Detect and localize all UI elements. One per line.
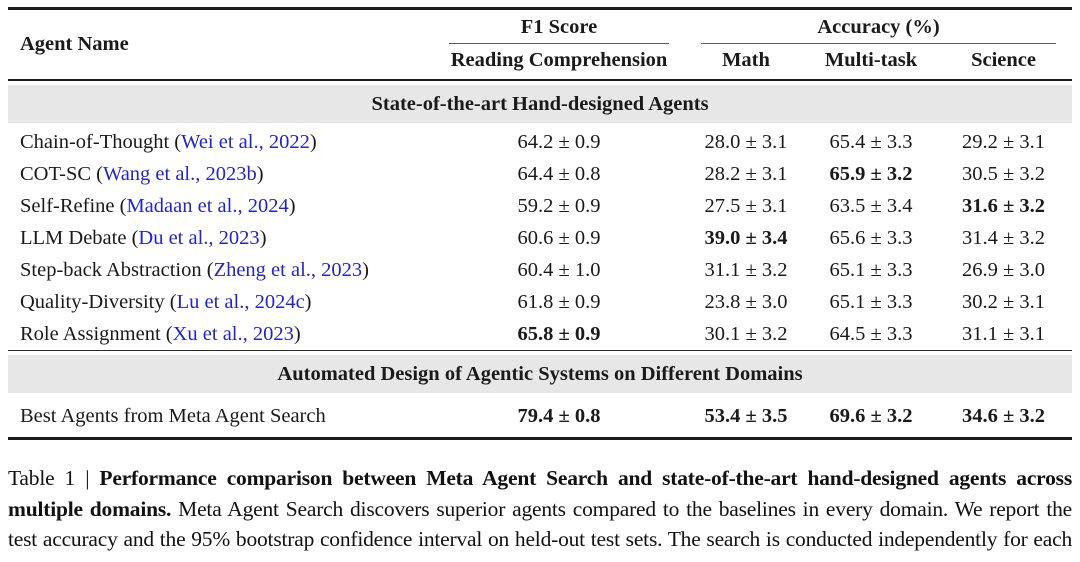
table-caption: Table 1 | Performance comparison between… xyxy=(8,463,1072,562)
agent-label-suffix: ) xyxy=(309,130,317,153)
metric-cell-science: 26.9 ± 3.0 xyxy=(962,258,1046,281)
col-group-f1-score: F1 Score xyxy=(433,10,685,44)
metric-cell-science: 30.2 ± 3.1 xyxy=(962,290,1046,313)
col-header-math: Math xyxy=(685,44,807,81)
table-row-self-refine: Self-Refine (Madaan et al., 2024) 59.2 ±… xyxy=(8,190,1072,222)
col-header-reading-comprehension: Reading Comprehension xyxy=(433,44,685,81)
table-row-cot-sc: COT-SC (Wang et al., 2023b) 64.4 ± 0.8 2… xyxy=(8,158,1072,190)
metric-cell-multi-task: 65.9 ± 3.2 xyxy=(829,162,913,185)
citation-link[interactable]: Xu et al., 2023 xyxy=(172,322,294,345)
metric-cell-math: 27.5 ± 3.1 xyxy=(704,194,788,217)
agent-label-suffix: ) xyxy=(256,162,264,185)
metric-cell-science: 30.5 ± 3.2 xyxy=(962,162,1046,185)
metric-cell-multi-task: 65.6 ± 3.3 xyxy=(829,226,913,249)
metric-cell-multi-task: 65.1 ± 3.3 xyxy=(829,258,913,281)
col-header-science: Science xyxy=(935,44,1073,81)
agent-label: LLM Debate ( xyxy=(20,226,139,249)
metric-cell-f1: 60.6 ± 0.9 xyxy=(517,226,601,249)
metric-cell-f1: 65.8 ± 0.9 xyxy=(433,318,685,351)
agent-label-suffix: ) xyxy=(293,322,301,345)
agent-name-cell: Role Assignment (Xu et al., 2023) xyxy=(8,318,433,351)
metric-cell-multi-task: 63.5 ± 3.4 xyxy=(829,194,913,217)
col-header-multi-task: Multi-task xyxy=(807,44,935,81)
agent-name-cell: COT-SC (Wang et al., 2023b) xyxy=(8,158,433,190)
agent-label-suffix: ) xyxy=(288,194,296,217)
col-header-agent-name: Agent Name xyxy=(8,10,433,81)
metric-cell-f1: 60.4 ± 1.0 xyxy=(517,258,601,281)
citation-link[interactable]: Wei et al., 2022 xyxy=(181,130,310,153)
metric-cell-math: 28.0 ± 3.1 xyxy=(704,130,788,153)
section-title: State-of-the-art Hand-designed Agents xyxy=(8,81,1073,126)
metric-cell-multi-task: 65.1 ± 3.3 xyxy=(829,290,913,313)
agent-label: Quality-Diversity ( xyxy=(20,290,177,313)
metric-cell-f1: 64.2 ± 0.9 xyxy=(517,130,601,153)
metric-cell-multi-task: 69.6 ± 3.2 xyxy=(829,405,913,427)
agent-label-suffix: ) xyxy=(259,226,267,249)
agent-label: Step-back Abstraction ( xyxy=(20,258,214,281)
agent-label: Role Assignment ( xyxy=(20,322,173,345)
caption-bold-title: Performance comparison between Meta Agen… xyxy=(8,466,1072,521)
table-row-step-back-abstraction: Step-back Abstraction (Zheng et al., 202… xyxy=(8,254,1072,286)
metric-cell-science: 31.1 ± 3.1 xyxy=(935,318,1073,351)
metric-cell-math: 53.4 ± 3.5 xyxy=(704,405,788,427)
agent-name-cell: Step-back Abstraction (Zheng et al., 202… xyxy=(8,254,433,286)
citation-link[interactable]: Du et al., 2023 xyxy=(138,226,260,249)
citation-link[interactable]: Wang et al., 2023b xyxy=(102,162,257,185)
citation-link[interactable]: Lu et al., 2024c xyxy=(176,290,305,313)
agent-label: Best Agents from Meta Agent Search xyxy=(20,405,326,427)
metric-cell-science: 31.4 ± 3.2 xyxy=(962,226,1046,249)
metric-cell-multi-task: 64.5 ± 3.3 xyxy=(807,318,935,351)
agent-name-cell: Chain-of-Thought (Wei et al., 2022) xyxy=(8,126,433,158)
results-table: Agent Name F1 Score Accuracy (%) Reading… xyxy=(8,7,1073,440)
table-row-best-agents-meta-agent-search: Best Agents from Meta Agent Search 79.4 … xyxy=(8,396,1072,437)
metric-cell-math: 23.8 ± 3.0 xyxy=(704,290,788,313)
table-row-llm-debate: LLM Debate (Du et al., 2023) 60.6 ± 0.9 … xyxy=(8,222,1072,254)
section-header-hand-designed: State-of-the-art Hand-designed Agents xyxy=(8,81,1073,126)
citation-link[interactable]: Madaan et al., 2024 xyxy=(126,194,289,217)
metric-cell-science: 31.6 ± 3.2 xyxy=(962,194,1046,217)
f1-score-label: F1 Score xyxy=(449,16,669,44)
agent-label-suffix: ) xyxy=(362,258,369,281)
agent-name-cell: Self-Refine (Madaan et al., 2024) xyxy=(8,190,433,222)
agent-name-cell: LLM Debate (Du et al., 2023) xyxy=(8,222,433,254)
metric-cell-math: 28.2 ± 3.1 xyxy=(704,162,788,185)
table-row-quality-diversity: Quality-Diversity (Lu et al., 2024c) 61.… xyxy=(8,286,1072,318)
metric-cell-f1: 64.4 ± 0.8 xyxy=(517,162,601,185)
section-header-automated-design: Automated Design of Agentic Systems on D… xyxy=(8,351,1073,396)
agent-label: Chain-of-Thought ( xyxy=(20,130,182,153)
caption-body: Meta Agent Search discovers superior age… xyxy=(8,496,1072,562)
col-group-accuracy: Accuracy (%) xyxy=(685,10,1072,44)
table-row-chain-of-thought: Chain-of-Thought (Wei et al., 2022) 64.2… xyxy=(8,126,1072,158)
metric-cell-math: 30.1 ± 3.2 xyxy=(685,318,807,351)
agent-label: Self-Refine ( xyxy=(20,194,127,217)
citation-link[interactable]: Zheng et al., 2023 xyxy=(213,258,363,281)
metric-cell-f1: 61.8 ± 0.9 xyxy=(517,290,601,313)
metric-cell-science: 29.2 ± 3.1 xyxy=(962,130,1046,153)
agent-label: COT-SC ( xyxy=(20,162,103,185)
header-subcolumn-row: Reading Comprehension Math Multi-task Sc… xyxy=(8,44,1073,81)
caption-prefix: Table 1 | xyxy=(8,466,100,490)
metric-cell-f1: 79.4 ± 0.8 xyxy=(517,405,601,427)
metric-cell-f1: 59.2 ± 0.9 xyxy=(517,194,601,217)
accuracy-label: Accuracy (%) xyxy=(701,16,1057,44)
header-group-row: Agent Name F1 Score Accuracy (%) xyxy=(8,10,1072,81)
section-title: Automated Design of Agentic Systems on D… xyxy=(8,351,1073,396)
agent-name-cell: Best Agents from Meta Agent Search xyxy=(8,396,433,437)
metric-cell-math: 39.0 ± 3.4 xyxy=(704,226,788,249)
agent-label-suffix: ) xyxy=(304,290,312,313)
metric-cell-science: 34.6 ± 3.2 xyxy=(962,405,1046,427)
agent-name-cell: Quality-Diversity (Lu et al., 2024c) xyxy=(8,286,433,318)
metric-cell-multi-task: 65.4 ± 3.3 xyxy=(829,130,913,153)
metric-cell-math: 31.1 ± 3.2 xyxy=(704,258,788,281)
table-row-role-assignment: Role Assignment (Xu et al., 2023) 65.8 ±… xyxy=(8,318,1073,351)
